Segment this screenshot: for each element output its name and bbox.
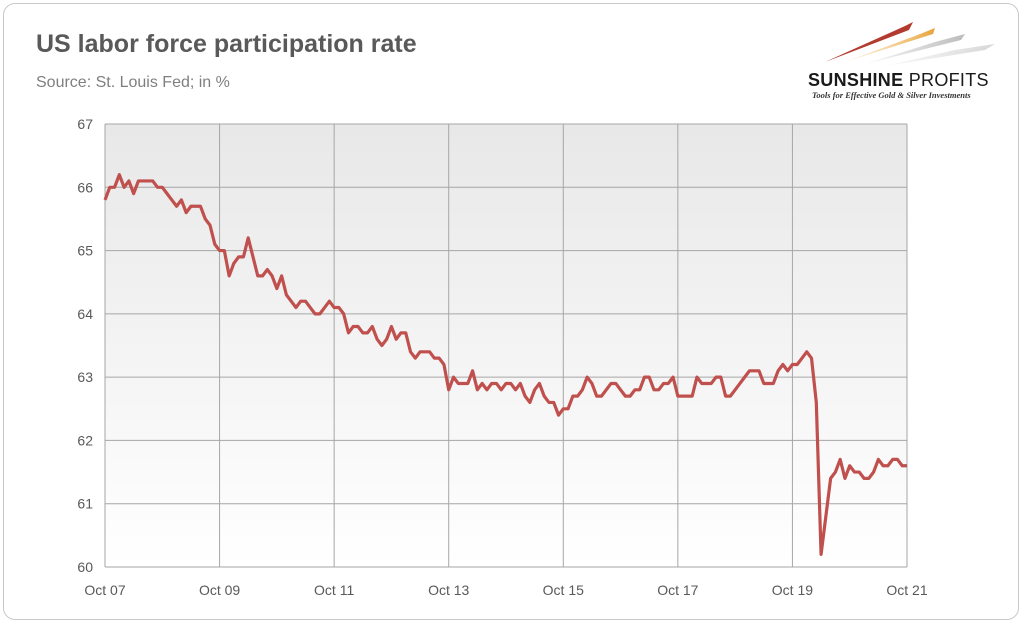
- logo-text: SUNSHINE PROFITS: [808, 70, 989, 91]
- x-tick-label: Oct 17: [657, 582, 698, 598]
- logo-swoosh-graphic: [825, 22, 995, 66]
- logo-tagline: Tools for Effective Gold & Silver Invest…: [812, 90, 971, 100]
- chart-title: US labor force participation rate: [36, 30, 417, 58]
- x-tick-label: Oct 21: [886, 582, 927, 598]
- x-tick-label: Oct 07: [84, 582, 125, 598]
- x-tick-label: Oct 11: [314, 582, 354, 598]
- logo-name-bold: SUNSHINE: [808, 70, 904, 90]
- series-line: [103, 173, 907, 556]
- x-tick-label: Oct 13: [428, 582, 469, 598]
- y-axis-ticks: 60 61 62 63 64 65 66 67: [77, 116, 93, 575]
- y-tick-label: 66: [77, 179, 93, 195]
- x-tick-label: Oct 19: [772, 582, 813, 598]
- y-tick-label: 65: [77, 243, 93, 259]
- y-tick-label: 60: [77, 559, 93, 575]
- y-tick-label: 61: [77, 496, 93, 512]
- y-tick-label: 67: [77, 116, 93, 132]
- x-axis-ticks: Oct 07 Oct 09 Oct 11 Oct 13 Oct 15 Oct 17 Oct …: [84, 582, 927, 598]
- chart-subtitle: Source: St. Louis Fed; in %: [36, 74, 230, 91]
- y-tick-label: 63: [77, 369, 93, 385]
- y-tick-label: 64: [77, 306, 93, 322]
- x-tick-label: Oct 09: [199, 582, 240, 598]
- plot-area: [105, 124, 907, 567]
- logo-name-light: PROFITS: [908, 70, 989, 90]
- y-tick-label: 62: [77, 432, 93, 448]
- x-tick-label: Oct 15: [543, 582, 584, 598]
